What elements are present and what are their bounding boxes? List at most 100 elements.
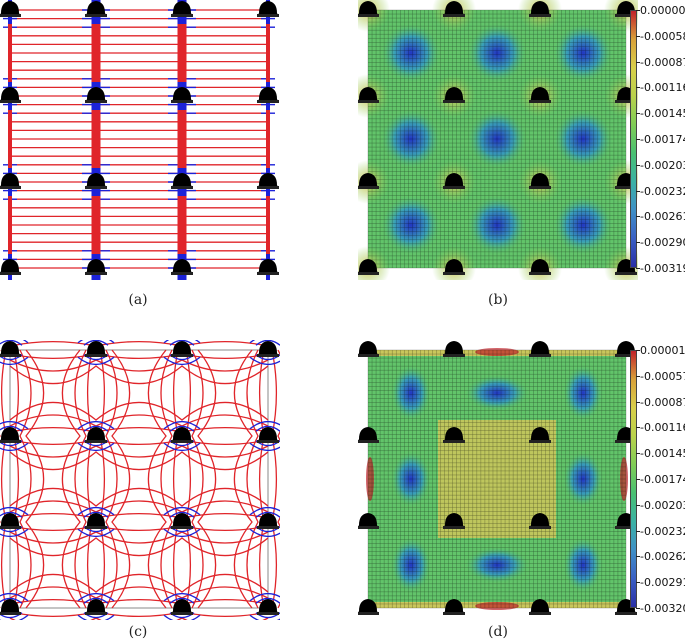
- support-base-icon: [171, 440, 193, 443]
- caption-d: (d): [488, 624, 508, 640]
- support-base-icon: [0, 100, 21, 103]
- support-base-icon: [171, 14, 193, 17]
- colorbar-tick: [636, 530, 640, 532]
- mesh-grid: [367, 349, 627, 609]
- support-base-icon: [529, 14, 551, 17]
- field-plot-d: [358, 341, 637, 615]
- caption-a: (a): [128, 292, 148, 308]
- support-base-icon: [0, 186, 21, 189]
- support-icon: [257, 87, 279, 103]
- support-icon: [257, 427, 279, 443]
- colorbar-tick-label: -0.00291: [640, 576, 685, 590]
- support-base-icon: [529, 354, 551, 357]
- support-base-icon: [85, 100, 107, 103]
- support-base-icon: [443, 272, 465, 275]
- support-icon: [171, 427, 193, 443]
- support-base-icon: [257, 100, 279, 103]
- support-icon: [85, 1, 107, 17]
- support-base-icon: [257, 354, 279, 357]
- support-icon: [0, 173, 21, 189]
- support-base-icon: [171, 526, 193, 529]
- support-icon: [85, 599, 107, 615]
- curved-rib: [191, 349, 204, 609]
- colorbar-tick-label: -0.00116: [640, 81, 685, 95]
- colorbar-tick-label: -0.00203: [640, 498, 685, 512]
- support-base-icon: [443, 354, 465, 357]
- curved-rib: [233, 349, 253, 609]
- support-icon: [358, 173, 379, 189]
- support-icon: [85, 341, 107, 357]
- support-icon: [85, 87, 107, 103]
- support-base-icon: [171, 186, 193, 189]
- colorbar-tick-label: -0.00145: [640, 107, 685, 121]
- horizontal-ribs: [3, 9, 275, 269]
- support-icon: [257, 513, 279, 529]
- support-icon: [0, 87, 21, 103]
- support-base-icon: [529, 612, 551, 615]
- colorbar-tick-label: -0.00290: [640, 236, 685, 250]
- panel-c: [0, 340, 280, 620]
- support-base-icon: [615, 354, 637, 357]
- curved-rib: [0, 349, 7, 609]
- support-base-icon: [615, 14, 637, 17]
- colorbar-tick: [636, 608, 640, 609]
- support-base-icon: [615, 186, 637, 189]
- support-base-icon: [358, 186, 379, 189]
- support-icon: [85, 173, 107, 189]
- colorbar-tick: [636, 216, 640, 218]
- curved-rib: [197, 349, 217, 609]
- colorbar-tick: [636, 504, 640, 506]
- support-base-icon: [529, 100, 551, 103]
- support-icon: [0, 599, 21, 615]
- colorbar-tick: [636, 268, 640, 269]
- support-icon: [171, 341, 193, 357]
- support-base-icon: [257, 526, 279, 529]
- support-icon: [0, 341, 21, 357]
- support-base-icon: [358, 440, 379, 443]
- support-base-icon: [257, 186, 279, 189]
- support-icon: [0, 427, 21, 443]
- colorbar-tick-label: -0.00320: [640, 602, 685, 615]
- beam-diagram-c: [0, 340, 280, 620]
- colorbar-tick: [636, 453, 640, 455]
- colorbar-tick: [636, 401, 640, 403]
- support-base-icon: [257, 440, 279, 443]
- support-icon: [171, 259, 193, 275]
- support-base-icon: [85, 612, 107, 615]
- colorbar-tick-label: -0.00058: [640, 29, 685, 43]
- colorbar-tick-label: -0.00232: [640, 184, 685, 198]
- field-plot-b: [358, 0, 638, 280]
- colorbar-tick-label: 0.00000: [640, 4, 685, 17]
- curved-rib: [13, 349, 20, 609]
- support-icon: [529, 173, 551, 189]
- support-icon: [257, 599, 279, 615]
- support-base-icon: [0, 440, 21, 443]
- support-base-icon: [85, 186, 107, 189]
- support-base-icon: [0, 526, 21, 529]
- support-icon: [171, 1, 193, 17]
- support-rings: [0, 340, 280, 620]
- curved-rib: [277, 349, 280, 609]
- colorbar-tick: [636, 10, 640, 11]
- support-icon: [358, 427, 379, 443]
- support-icon: [85, 427, 107, 443]
- support-icon: [0, 513, 21, 529]
- supports: [0, 341, 279, 615]
- curved-rib: [74, 349, 87, 609]
- support-icon: [443, 599, 465, 615]
- support-base-icon: [85, 272, 107, 275]
- colorbar-tick-label: -0.00174: [640, 473, 685, 486]
- support-icon: [443, 173, 465, 189]
- colorbar-tick: [636, 35, 640, 37]
- curved-rib: [25, 349, 45, 609]
- colorbar-tick: [636, 479, 640, 480]
- beam-diagram-a: [0, 0, 279, 280]
- support-base-icon: [358, 526, 379, 529]
- support-icon: [0, 1, 21, 17]
- colorbar-tick: [636, 139, 640, 140]
- support-icon: [529, 87, 551, 103]
- curved-rib: [147, 349, 167, 609]
- colorbar-tick: [636, 87, 640, 89]
- support-base-icon: [443, 100, 465, 103]
- support-base-icon: [615, 440, 637, 443]
